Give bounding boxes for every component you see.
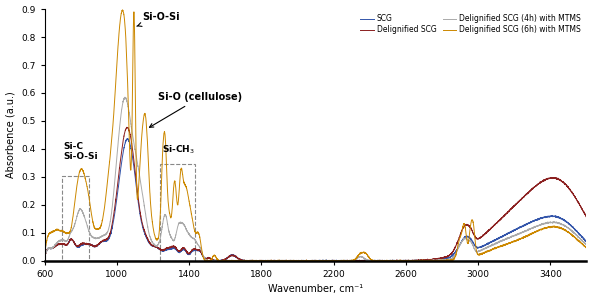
Delignified SCG (6h) with MTMS: [246, 259, 253, 262]
Line: Delignified SCG (4h) with MTMS: Delignified SCG (4h) with MTMS: [44, 97, 587, 261]
Text: Si-CH$_3$: Si-CH$_3$: [162, 143, 195, 156]
SCG: [124, 137, 131, 141]
Delignified SCG (4h) with MTMS: [579, 238, 586, 242]
Delignified SCG (4h) with MTMS: [167, 234, 174, 238]
Text: Si-O-Si: Si-O-Si: [137, 12, 180, 26]
Delignified SCG (6h) with MTMS: [173, 191, 180, 194]
Delignified SCG (6h) with MTMS: [202, 259, 209, 263]
Delignified SCG (4h) with MTMS: [173, 231, 180, 235]
Delignified SCG (6h) with MTMS: [167, 215, 174, 219]
Y-axis label: Absorbence (a.u.): Absorbence (a.u.): [5, 92, 15, 178]
Delignified SCG: [246, 259, 253, 262]
SCG: [284, 259, 291, 263]
Delignified SCG: [41, 254, 48, 257]
Delignified SCG (4h) with MTMS: [41, 254, 48, 258]
Legend: SCG, Delignified SCG, Delignified SCG (4h) with MTMS, Delignified SCG (6h) with : SCG, Delignified SCG, Delignified SCG (4…: [357, 11, 584, 38]
Delignified SCG (4h) with MTMS: [583, 243, 590, 247]
Delignified SCG (6h) with MTMS: [284, 259, 291, 262]
Text: Si-C
Si-O-Si: Si-C Si-O-Si: [63, 142, 98, 161]
Delignified SCG: [123, 125, 130, 129]
SCG: [167, 247, 174, 251]
SCG: [583, 240, 590, 243]
Delignified SCG: [211, 259, 218, 263]
Delignified SCG (4h) with MTMS: [284, 259, 291, 263]
Delignified SCG: [579, 208, 586, 212]
Delignified SCG (4h) with MTMS: [121, 95, 128, 99]
SCG: [211, 259, 218, 263]
SCG: [41, 254, 48, 257]
X-axis label: Wavenumber, cm⁻¹: Wavenumber, cm⁻¹: [268, 284, 363, 294]
SCG: [246, 259, 253, 262]
Text: Si-O (cellulose): Si-O (cellulose): [150, 92, 243, 127]
Delignified SCG (4h) with MTMS: [246, 259, 253, 262]
Delignified SCG (6h) with MTMS: [583, 246, 590, 250]
SCG: [579, 235, 586, 239]
Delignified SCG (6h) with MTMS: [170, 190, 177, 193]
Delignified SCG (6h) with MTMS: [41, 251, 48, 254]
Line: Delignified SCG: Delignified SCG: [44, 127, 587, 261]
Bar: [160, 164, 195, 261]
Delignified SCG (4h) with MTMS: [204, 259, 211, 263]
SCG: [173, 248, 180, 252]
Delignified SCG: [583, 215, 590, 219]
Delignified SCG: [170, 245, 177, 248]
Line: SCG: SCG: [44, 139, 587, 261]
Delignified SCG (4h) with MTMS: [170, 238, 177, 242]
Delignified SCG: [173, 247, 180, 250]
SCG: [170, 246, 177, 250]
Line: Delignified SCG (6h) with MTMS: Delignified SCG (6h) with MTMS: [44, 10, 587, 261]
Delignified SCG (6h) with MTMS: [119, 8, 126, 12]
Delignified SCG: [167, 246, 174, 249]
Delignified SCG: [284, 259, 291, 262]
Delignified SCG (6h) with MTMS: [579, 242, 586, 246]
Bar: [62, 176, 89, 261]
